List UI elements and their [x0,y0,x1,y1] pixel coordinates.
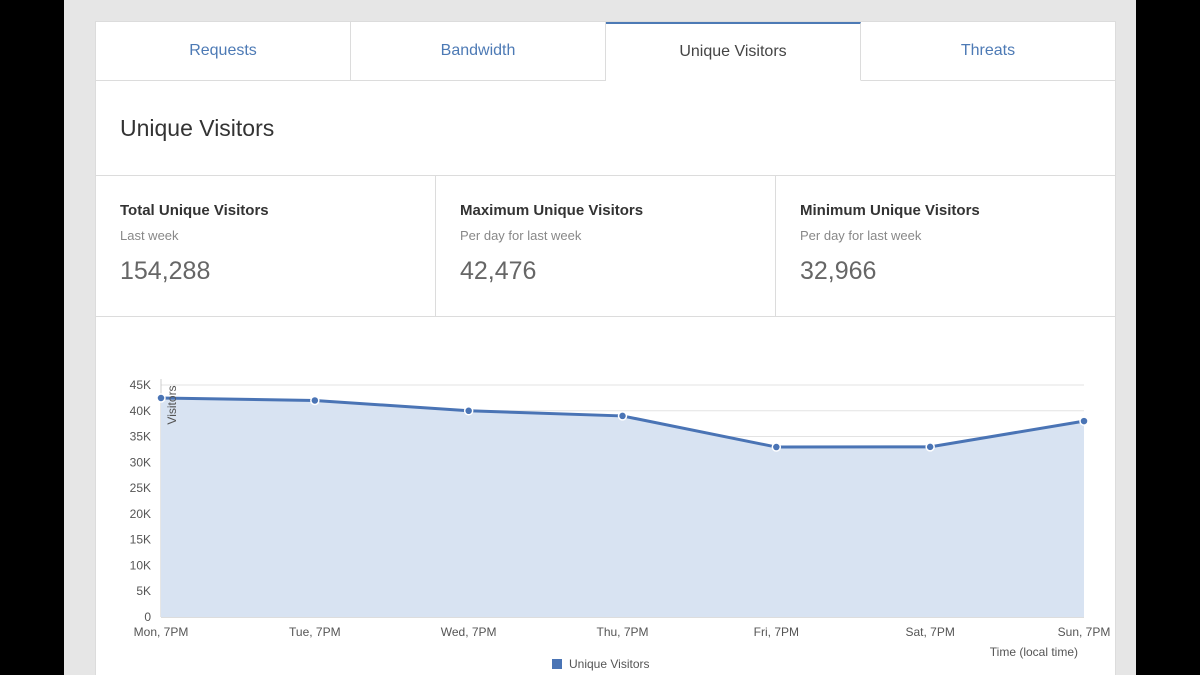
y-tick-label: 45K [130,378,151,392]
stat-title: Total Unique Visitors [120,202,269,219]
y-tick-label: 10K [130,558,151,572]
tab-unique-visitors[interactable]: Unique Visitors [606,22,861,81]
x-tick-label: Sun, 7PM [1058,625,1111,639]
x-tick-label: Thu, 7PM [596,625,648,639]
tab-bandwidth[interactable]: Bandwidth [351,22,606,81]
stat-value: 42,476 [460,257,537,285]
y-tick-label: 0 [144,610,151,624]
x-tick-label: Sat, 7PM [905,625,954,639]
y-axis-label: Visitors [165,385,179,424]
x-tick-label: Fri, 7PM [754,625,799,639]
stat-subtitle: Per day for last week [800,228,922,243]
y-tick-label: 15K [130,533,151,547]
stat-total: Total Unique Visitors Last week 154,288 [96,176,436,316]
stat-title: Minimum Unique Visitors [800,202,980,219]
stat-maximum: Maximum Unique Visitors Per day for last… [436,176,776,316]
tab-threats[interactable]: Threats [861,22,1115,81]
stat-value: 32,966 [800,257,877,285]
stat-subtitle: Per day for last week [460,228,582,243]
x-tick-label: Wed, 7PM [441,625,497,639]
data-point [925,442,935,452]
stat-subtitle: Last week [120,228,179,243]
legend-label: Unique Visitors [569,657,649,671]
y-tick-label: 35K [130,430,151,444]
y-tick-label: 20K [130,507,151,521]
x-axis-label: Time (local time) [990,645,1078,659]
data-point [310,395,320,406]
data-point [1079,416,1089,426]
panel-title: Unique Visitors [96,81,1115,176]
data-point [463,406,474,416]
x-tick-label: Tue, 7PM [289,625,341,639]
x-tick-label: Mon, 7PM [134,625,189,639]
stat-value: 154,288 [120,257,211,285]
tab-requests[interactable]: Requests [96,22,351,81]
y-tick-label: 5K [136,584,151,598]
y-tick-label: 25K [130,481,151,495]
legend-swatch [552,659,562,669]
series-area [161,398,1084,617]
y-tick-label: 30K [130,455,151,469]
chart-area: 0 5K 10K 15K 20K 25K 30K 35K 40K 45K Mon, 7PM Tue, … [96,318,1115,675]
data-point [771,442,782,452]
data-point [617,411,628,421]
tab-bar: Requests Bandwidth Unique Visitors Threa… [96,22,1115,81]
data-point [156,393,166,403]
stats-row: Total Unique Visitors Last week 154,288 … [96,176,1115,317]
stat-title: Maximum Unique Visitors [460,202,644,219]
y-tick-label: 40K [130,404,151,418]
page-background: Requests Bandwidth Unique Visitors Threa… [64,0,1136,675]
analytics-card: Requests Bandwidth Unique Visitors Threa… [95,21,1116,675]
stat-minimum: Minimum Unique Visitors Per day for last… [776,176,1115,316]
visitors-chart: 0 5K 10K 15K 20K 25K 30K 35K 40K 45K Mon, 7PM Tue, … [130,378,1111,671]
